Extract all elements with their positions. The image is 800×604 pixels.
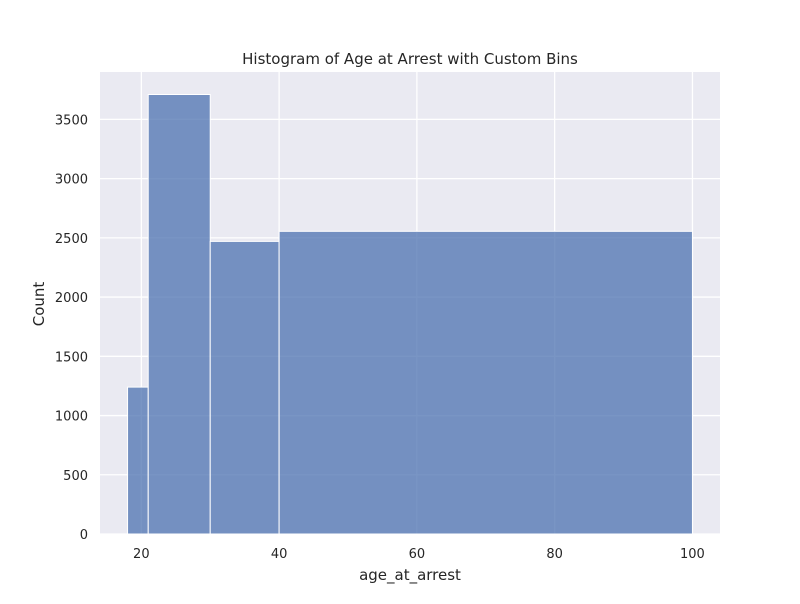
x-tick-label: 60 bbox=[409, 547, 426, 562]
y-tick-label: 2500 bbox=[55, 232, 88, 247]
histogram-bar bbox=[127, 386, 149, 535]
y-tick-label: 3500 bbox=[55, 113, 88, 128]
y-tick-label: 1500 bbox=[55, 350, 88, 365]
x-tick-label: 80 bbox=[546, 547, 563, 562]
y-tick-label: 3000 bbox=[55, 173, 88, 188]
y-axis-label: Count bbox=[30, 282, 48, 327]
x-tick-label: 40 bbox=[271, 547, 288, 562]
x-tick-label: 100 bbox=[680, 547, 705, 562]
x-axis-ticks: 20 40 60 80 100 bbox=[133, 547, 705, 562]
bars bbox=[127, 94, 693, 535]
y-tick-label: 500 bbox=[63, 469, 88, 484]
y-axis-ticks: 0 500 1000 1500 2000 2500 3000 3500 bbox=[55, 113, 88, 543]
y-tick-label: 2000 bbox=[55, 291, 88, 306]
histogram-bar bbox=[209, 240, 280, 535]
x-axis-label: age_at_arrest bbox=[359, 566, 461, 585]
histogram-bar bbox=[278, 230, 693, 535]
chart-title: Histogram of Age at Arrest with Custom B… bbox=[242, 50, 578, 68]
histogram-bar bbox=[147, 94, 211, 535]
x-tick-label: 20 bbox=[133, 547, 150, 562]
y-tick-label: 0 bbox=[80, 528, 88, 543]
y-tick-label: 1000 bbox=[55, 410, 88, 425]
